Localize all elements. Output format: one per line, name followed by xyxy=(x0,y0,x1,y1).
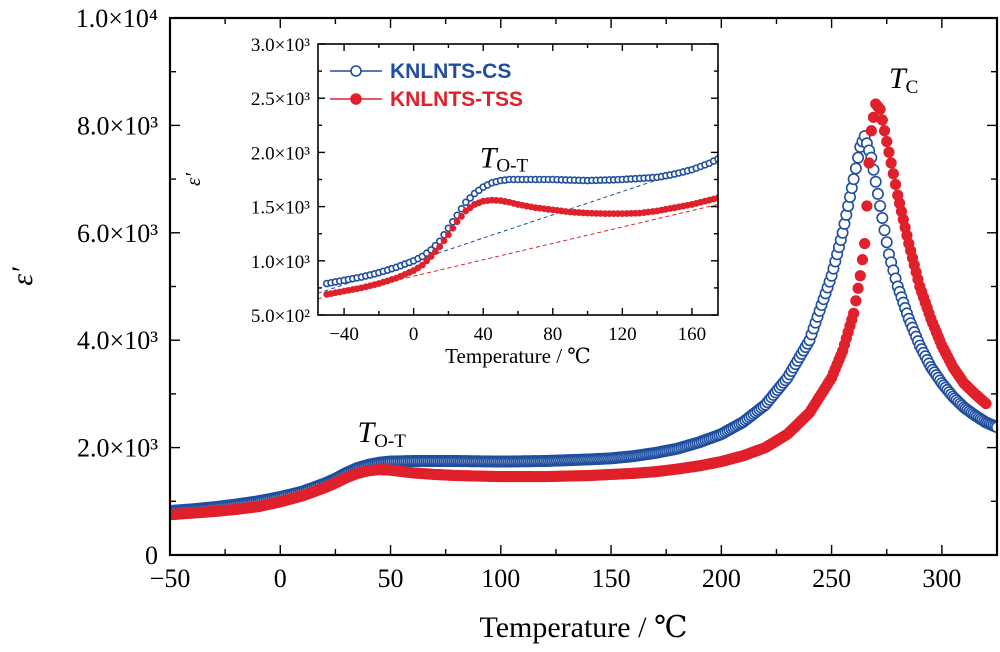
chart-panel-inset: −40 0 40 80 120 160 5.0×10² 1.0×10³ 1.5×10³ 2.0×1… xyxy=(181,35,719,368)
y-tick-label: 2.0×10³ xyxy=(77,434,158,463)
y-tick-label: 3.0×10³ xyxy=(251,35,310,56)
plot-area xyxy=(318,155,718,300)
annotation-o-t: TO-T xyxy=(480,142,529,177)
data-point xyxy=(859,237,871,250)
annotation-c: TC xyxy=(889,62,918,98)
data-point xyxy=(881,135,893,148)
y-tick-label: 6.0×10³ xyxy=(77,219,158,248)
y-tick-label: 2.5×10³ xyxy=(251,89,310,110)
annotation-sub: O-T xyxy=(496,156,528,177)
data-point xyxy=(878,224,891,237)
data-point xyxy=(449,224,457,232)
x-tick-label: 50 xyxy=(378,564,404,593)
x-tick-label: 0 xyxy=(409,324,419,345)
legend-marker xyxy=(350,93,362,105)
data-point xyxy=(874,103,886,115)
series-knlnts-cs xyxy=(322,155,718,288)
data-point xyxy=(453,218,461,226)
y-tick-label: 0 xyxy=(145,541,158,570)
x-tick-label: 150 xyxy=(592,564,631,593)
x-tick-label: 300 xyxy=(922,564,961,593)
data-point xyxy=(876,114,888,126)
legend-label: KNLNTS-CS xyxy=(390,60,511,83)
data-point xyxy=(852,282,864,294)
data-point xyxy=(440,237,448,245)
x-tick-label: 0 xyxy=(274,564,287,593)
data-point xyxy=(462,198,470,207)
series-knlnts-tss xyxy=(323,194,718,298)
y-tick-label: 1.5×10³ xyxy=(251,198,310,219)
x-tick-label: 40 xyxy=(474,324,493,345)
annotation-main: T xyxy=(889,62,908,95)
data-point xyxy=(436,243,444,251)
y-tick-label: 1.0×10⁴ xyxy=(76,4,158,33)
legend-item: KNLNTS-TSS xyxy=(330,88,523,111)
legend-label: KNLNTS-TSS xyxy=(390,88,523,111)
x-tick-label: 160 xyxy=(678,324,707,345)
data-point xyxy=(889,178,902,191)
y-axis-title: ε′ xyxy=(6,267,39,286)
x-axis-title: Temperature / ℃ xyxy=(445,344,591,368)
data-point xyxy=(880,236,893,249)
data-point xyxy=(878,125,891,137)
x-tick-label: 80 xyxy=(543,324,562,345)
y-tick-label: 5.0×10² xyxy=(251,306,310,327)
data-point xyxy=(418,261,426,269)
data-point xyxy=(980,397,992,410)
data-point xyxy=(883,146,895,158)
data-point xyxy=(850,295,862,307)
data-point xyxy=(865,125,877,137)
y-axis-title: ε′ xyxy=(181,173,205,186)
y-tick-label: 8.0×10³ xyxy=(77,111,158,140)
x-tick-label: −50 xyxy=(150,564,191,593)
data-point xyxy=(431,248,439,255)
x-tick-label: −40 xyxy=(329,324,359,345)
data-point xyxy=(861,200,873,212)
legend-marker xyxy=(350,65,362,77)
series-knlnts-tss xyxy=(170,98,992,521)
data-point xyxy=(848,307,860,319)
guide-line xyxy=(318,203,718,300)
data-point xyxy=(856,254,869,266)
data-point xyxy=(854,270,866,282)
data-point xyxy=(847,173,860,186)
data-point xyxy=(445,231,452,239)
x-axis-title: Temperature / ℃ xyxy=(479,611,687,644)
y-tick-label: 1.0×10³ xyxy=(251,252,310,273)
data-point xyxy=(458,212,465,220)
plot-area xyxy=(170,98,997,521)
x-tick-label: 100 xyxy=(481,564,520,593)
chart-panel-main: −50 0 50 100 150 200 250 30002.0×10³4.0×10³6.0×… xyxy=(6,4,999,644)
x-tick-label: 120 xyxy=(608,324,637,345)
data-point xyxy=(466,194,474,202)
data-point xyxy=(885,157,897,169)
data-point xyxy=(876,212,889,225)
data-point xyxy=(871,187,884,200)
data-point xyxy=(874,199,887,212)
annotation-o-t: TO-T xyxy=(357,416,406,452)
annotation-main: T xyxy=(357,416,376,449)
data-point xyxy=(869,175,882,188)
data-point xyxy=(849,162,862,175)
data-point xyxy=(852,151,865,164)
annotation-sub: O-T xyxy=(374,431,406,452)
x-tick-label: 250 xyxy=(812,564,851,593)
annotation-sub: C xyxy=(906,77,919,98)
legend-item: KNLNTS-CS xyxy=(330,60,511,83)
annotation-main: T xyxy=(480,142,499,175)
data-point xyxy=(427,253,435,260)
data-point xyxy=(887,168,899,180)
x-tick-label: 200 xyxy=(702,564,741,593)
y-tick-label: 2.0×10³ xyxy=(251,143,310,164)
data-point xyxy=(423,257,431,265)
y-tick-label: 4.0×10³ xyxy=(77,326,158,355)
data-point xyxy=(863,157,875,169)
